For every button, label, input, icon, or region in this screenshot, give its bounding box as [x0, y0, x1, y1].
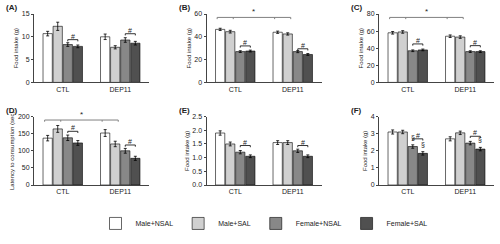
svg-text:DEP11: DEP11	[454, 188, 476, 195]
svg-text:1: 1	[371, 164, 375, 171]
svg-text:CTL: CTL	[56, 188, 69, 195]
svg-text:Female+NSAL: Female+NSAL	[296, 220, 342, 227]
svg-text:#: #	[243, 139, 247, 146]
svg-text:#: #	[243, 39, 247, 46]
svg-text:(D): (D)	[6, 106, 17, 115]
svg-text:*: *	[252, 7, 255, 16]
svg-text:0: 0	[371, 181, 375, 188]
svg-text:200: 200	[18, 113, 30, 120]
svg-text:#: #	[416, 37, 420, 44]
svg-text:0: 0	[26, 181, 30, 188]
svg-text:§: §	[421, 141, 425, 148]
svg-text:§: §	[478, 136, 482, 143]
svg-text:2.0: 2.0	[192, 127, 202, 134]
svg-text:#: #	[301, 139, 305, 146]
svg-text:*: *	[425, 7, 428, 16]
svg-text:*: *	[80, 110, 83, 119]
svg-text:40: 40	[194, 33, 202, 40]
svg-text:#: #	[473, 129, 477, 136]
svg-text:#: #	[301, 42, 305, 49]
svg-text:60: 60	[194, 10, 202, 17]
svg-text:DEP11: DEP11	[109, 188, 131, 195]
svg-text:50: 50	[22, 164, 30, 171]
svg-text:40: 40	[367, 45, 375, 52]
svg-text:0.5: 0.5	[192, 168, 202, 175]
svg-text:0: 0	[198, 79, 202, 86]
svg-text:(A): (A)	[6, 3, 17, 12]
svg-text:#: #	[71, 33, 75, 40]
svg-text:(C): (C)	[351, 3, 362, 12]
svg-text:(E): (E)	[179, 106, 190, 115]
svg-text:2: 2	[371, 147, 375, 154]
svg-text:10: 10	[22, 33, 30, 40]
svg-text:0: 0	[26, 79, 30, 86]
svg-text:(F): (F)	[351, 106, 362, 115]
svg-text:#: #	[128, 138, 132, 145]
svg-text:3: 3	[371, 130, 375, 137]
svg-text:Food intake (g): Food intake (g)	[13, 28, 19, 68]
svg-text:DEP11: DEP11	[454, 86, 476, 93]
svg-text:Female+SAL: Female+SAL	[387, 220, 428, 227]
svg-text:Food intake (g): Food intake (g)	[362, 131, 368, 171]
svg-text:Latency to consumption (sec): Latency to consumption (sec)	[9, 112, 15, 190]
svg-text:Male+SAL: Male+SAL	[218, 220, 251, 227]
svg-text:Food intake (g): Food intake (g)	[358, 28, 364, 68]
svg-text:100: 100	[18, 147, 30, 154]
svg-text:#: #	[473, 39, 477, 46]
svg-text:(B): (B)	[179, 3, 190, 12]
svg-text:150: 150	[18, 130, 30, 137]
svg-text:DEP11: DEP11	[282, 188, 304, 195]
svg-text:DEP11: DEP11	[282, 86, 304, 93]
svg-text:0: 0	[371, 79, 375, 86]
svg-text:60: 60	[367, 28, 375, 35]
svg-text:CTL: CTL	[56, 86, 69, 93]
svg-text:5: 5	[26, 56, 30, 63]
svg-text:Food intake (g): Food intake (g)	[184, 131, 190, 171]
svg-text:Male+NSAL: Male+NSAL	[136, 220, 174, 227]
svg-text:4: 4	[371, 113, 375, 120]
svg-text:CTL: CTL	[229, 86, 242, 93]
svg-text:20: 20	[367, 62, 375, 69]
svg-text:§: §	[411, 134, 415, 141]
svg-text:CTL: CTL	[401, 188, 414, 195]
svg-text:#: #	[128, 27, 132, 34]
svg-text:2.5: 2.5	[192, 113, 202, 120]
svg-text:CTL: CTL	[229, 188, 242, 195]
svg-text:0.0: 0.0	[192, 181, 202, 188]
svg-text:1.0: 1.0	[192, 154, 202, 161]
svg-text:1.5: 1.5	[192, 140, 202, 147]
svg-text:Food intake (g): Food intake (g)	[186, 28, 192, 68]
svg-text:15: 15	[22, 10, 30, 17]
svg-text:20: 20	[194, 56, 202, 63]
svg-text:#: #	[71, 124, 75, 131]
svg-text:#: #	[416, 132, 420, 139]
svg-text:DEP11: DEP11	[109, 86, 131, 93]
svg-text:80: 80	[367, 10, 375, 17]
svg-text:CTL: CTL	[401, 86, 414, 93]
